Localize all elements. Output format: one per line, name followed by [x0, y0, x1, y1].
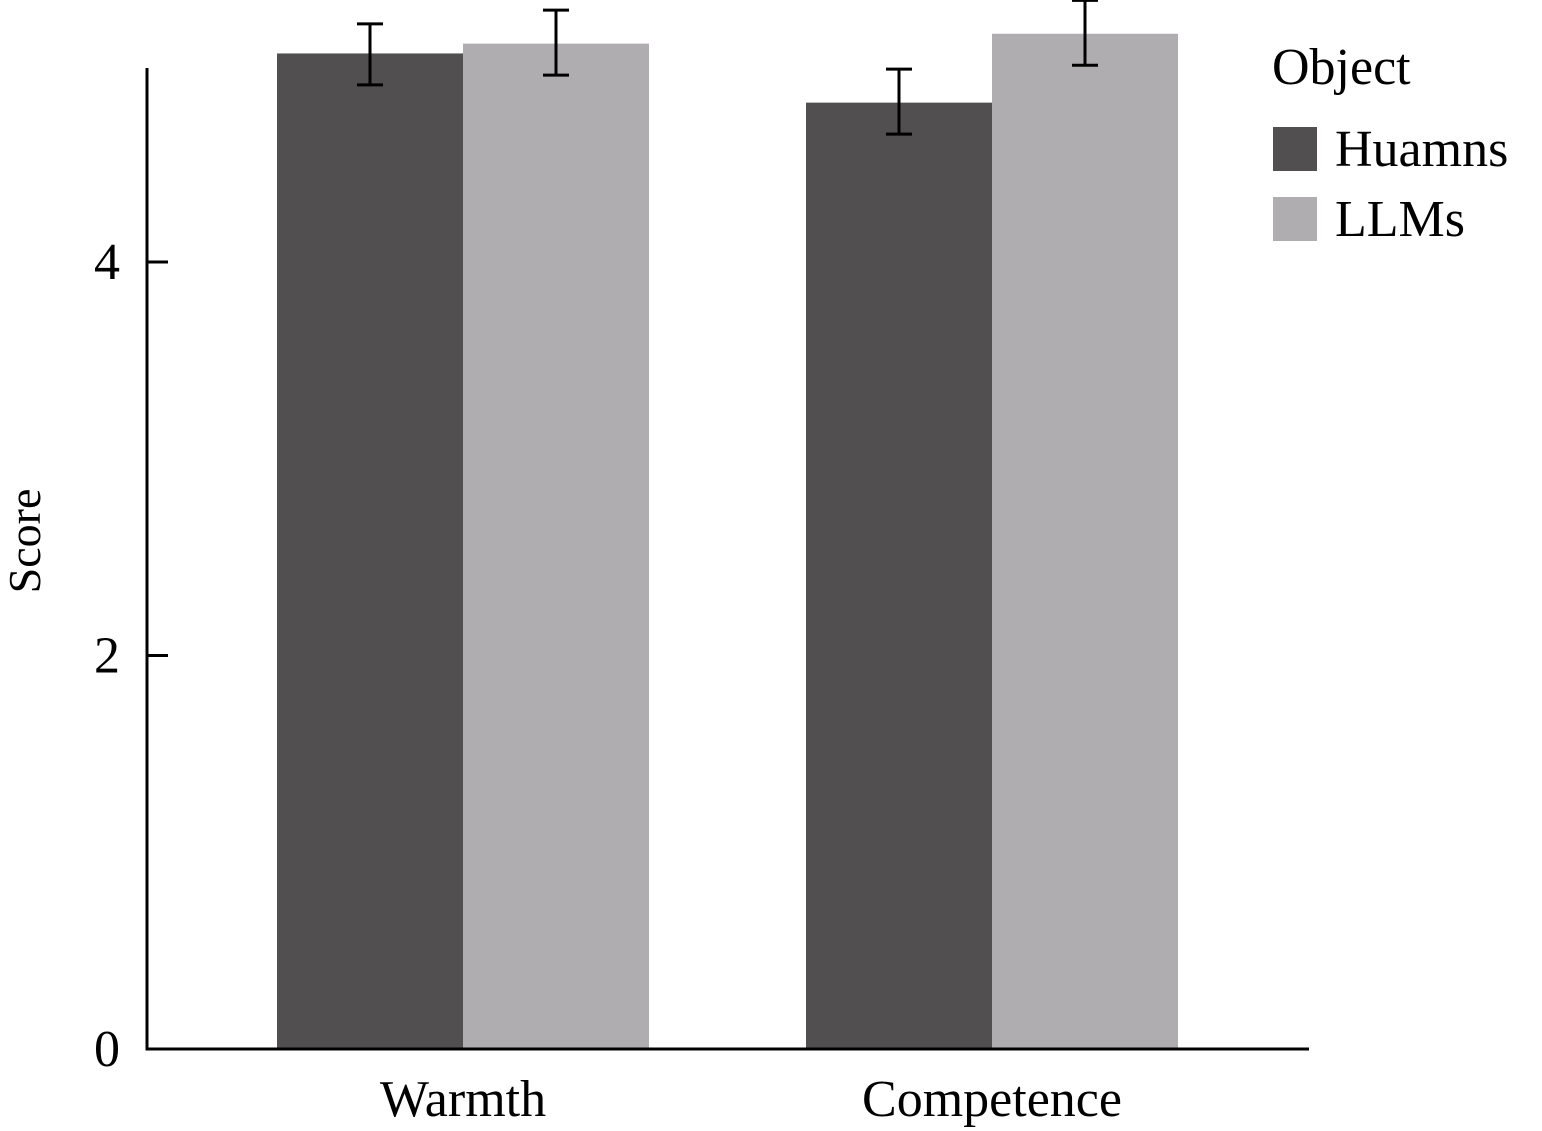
- bar-huamns-warmth: [277, 53, 463, 1049]
- legend-swatch-llms: [1273, 197, 1317, 241]
- bars-layer: [277, 33, 1178, 1050]
- bar-huamns-competence: [806, 102, 992, 1049]
- legend-label-huamns: Huamns: [1335, 121, 1508, 178]
- x-tick-label: Competence: [862, 1071, 1122, 1128]
- x-tick-label: Warmth: [380, 1071, 546, 1128]
- error-bar-llms-warmth: [543, 8, 569, 77]
- legend: Object Huamns LLMs: [1272, 39, 1508, 248]
- y-ticks-layer: 0 2 4: [94, 234, 168, 1078]
- bar-llms-warmth: [463, 43, 649, 1050]
- y-tick-label: 0: [94, 1021, 120, 1078]
- legend-swatch-huamns: [1273, 127, 1317, 171]
- error-bars-layer: [357, 0, 1098, 136]
- bar-llms-competence: [992, 33, 1178, 1049]
- legend-title: Object: [1272, 39, 1411, 96]
- y-tick-label: 4: [94, 234, 120, 291]
- y-tick-label: 2: [94, 628, 120, 685]
- y-axis-label: Score: [0, 489, 50, 594]
- error-bar-huamns-warmth: [357, 22, 383, 87]
- error-bar-llms-competence: [1072, 0, 1098, 67]
- error-bar-huamns-competence: [886, 67, 912, 136]
- x-ticks-layer: Warmth Competence: [380, 1071, 1122, 1128]
- legend-label-llms: LLMs: [1335, 191, 1465, 248]
